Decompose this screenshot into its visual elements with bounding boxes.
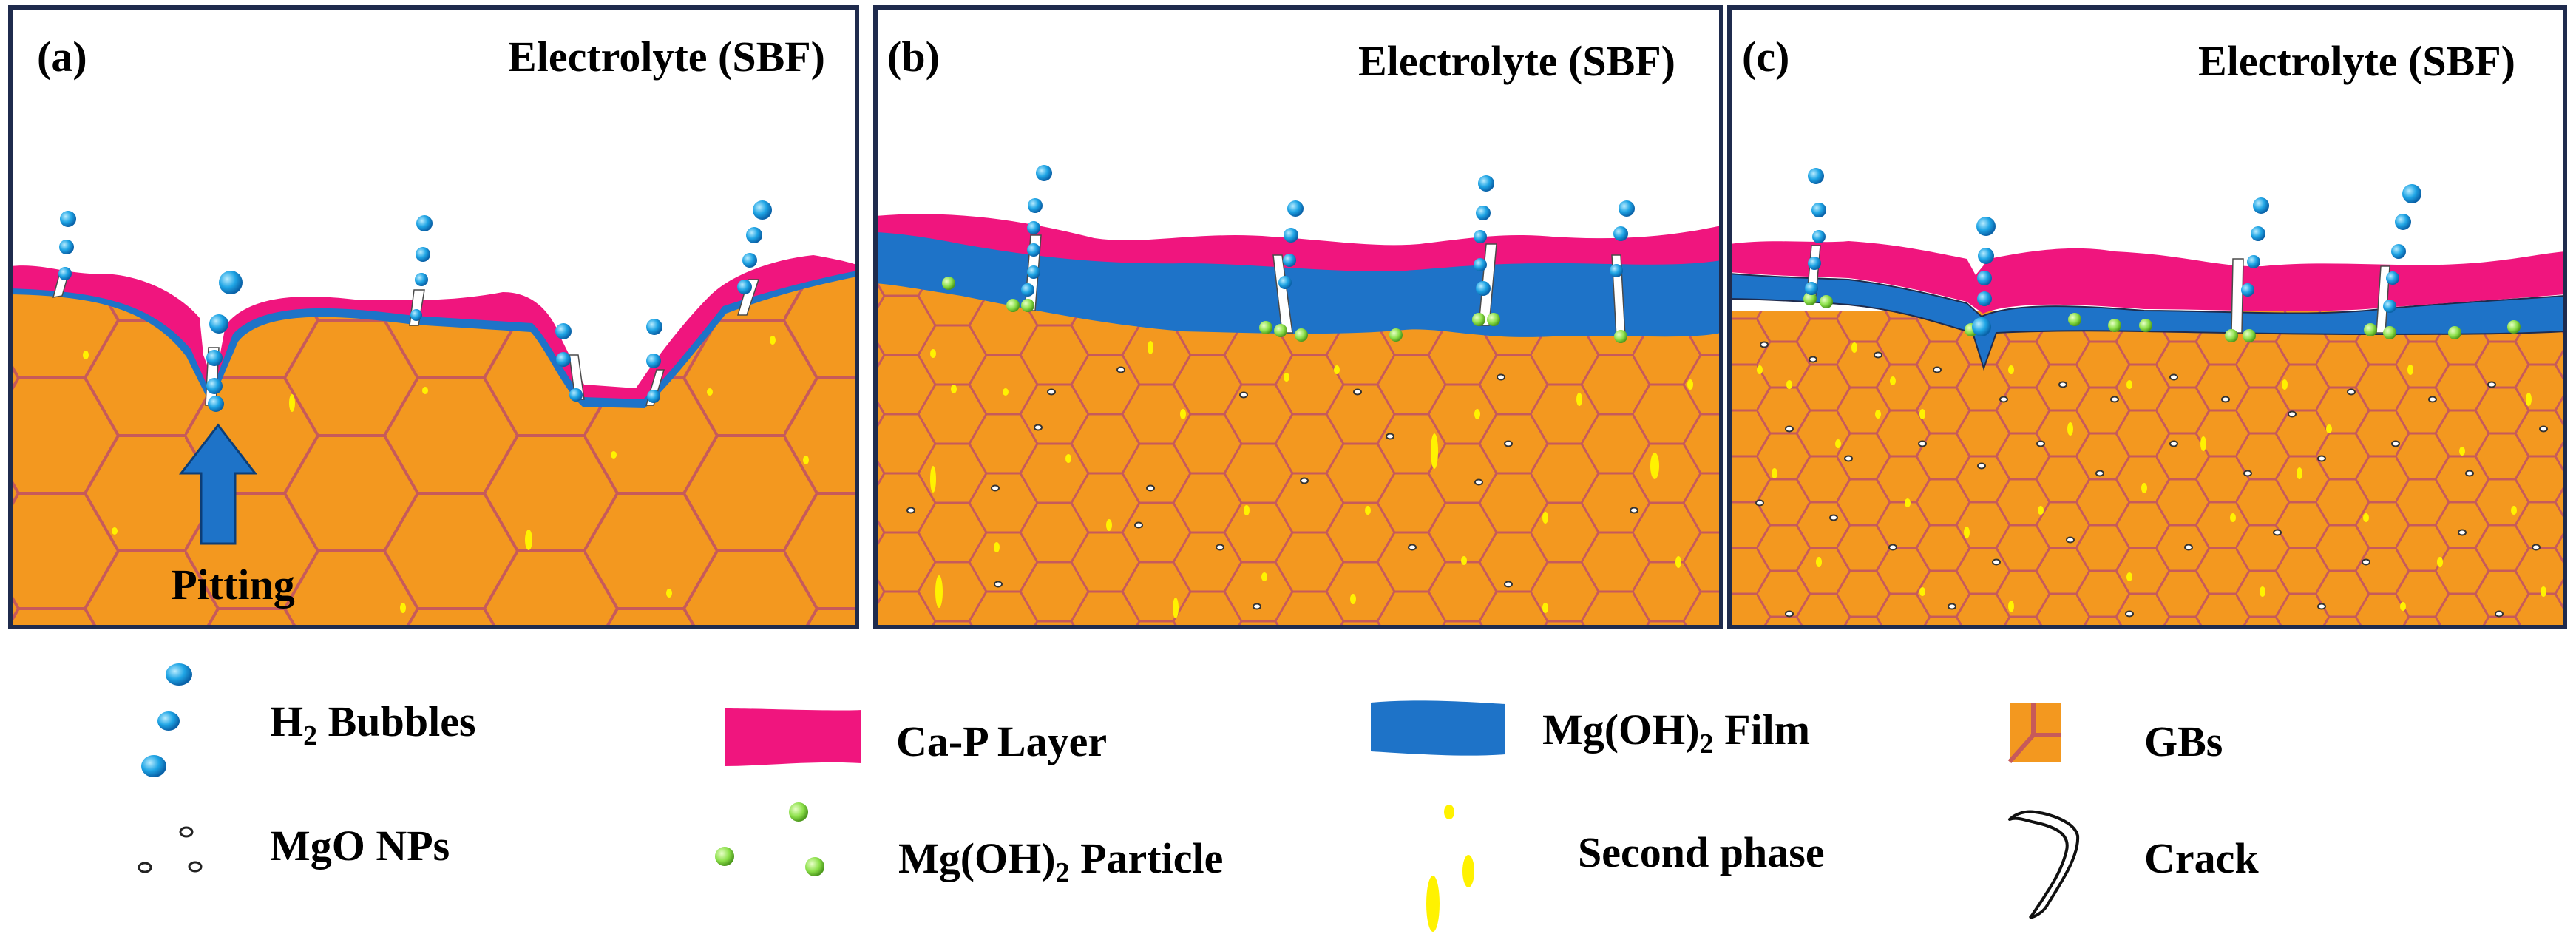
film-swatch xyxy=(1371,700,1505,756)
h2-bubbles-a xyxy=(58,200,772,412)
legend-gbs: GBs xyxy=(2007,703,2223,765)
cap-swatch xyxy=(725,708,861,766)
legend-crack: Crack xyxy=(2008,810,2259,919)
legend-h2-label: H2 Bubbles xyxy=(270,697,476,751)
pitting-label: Pitting xyxy=(171,561,295,609)
panel-c-electrolyte-label: Electrolyte (SBF) xyxy=(2198,37,2515,85)
legend-film-label: Mg(OH)2 Film xyxy=(1542,706,1810,760)
legend: H2 Bubbles Ca-P Layer Mg(OH)2 Film GBs M… xyxy=(138,663,2259,932)
panel-a: (a) Electrolyte (SBF) Pitting xyxy=(8,5,859,629)
legend-second-phase: Second phase xyxy=(1426,805,1825,932)
second-phase-group xyxy=(930,341,1693,618)
legend-gbs-label: GBs xyxy=(2144,717,2223,765)
panel-a-frame xyxy=(8,5,859,629)
h2-bubbles-b xyxy=(1021,165,1635,297)
second-phase-icon xyxy=(1426,805,1474,932)
cap-layer xyxy=(10,255,857,399)
legend-mgo-nps: MgO NPs xyxy=(138,822,450,873)
panel-b-electrolyte-label: Electrolyte (SBF) xyxy=(1358,37,1675,85)
panel-b-frame xyxy=(873,5,1723,629)
panel-c-letter: (c) xyxy=(1742,33,1789,81)
cap-layer xyxy=(875,214,1721,271)
panel-c: (c) Electrolyte (SBF) xyxy=(1727,5,2567,629)
legend-cap-label: Ca-P Layer xyxy=(896,717,1107,765)
mgoh2-particles-b xyxy=(942,277,1627,343)
mgoh2-film-layer xyxy=(875,229,1721,337)
h2-bubbles-c xyxy=(1805,168,2421,336)
bubble-icon xyxy=(141,663,192,777)
legend-mgoh2-particle: Mg(OH)2 Particle xyxy=(715,802,1223,888)
cap-layer xyxy=(1729,241,2565,314)
legend-particle-label: Mg(OH)2 Particle xyxy=(898,834,1223,888)
mgoh2-particles-c xyxy=(1803,292,2521,342)
mgo-nps-c xyxy=(1755,341,2548,618)
legend-h2-bubbles: H2 Bubbles xyxy=(141,663,476,777)
legend-mgo-label: MgO NPs xyxy=(270,822,450,870)
second-phase-group xyxy=(1757,342,2546,612)
panel-a-letter: (a) xyxy=(37,33,87,81)
panel-b: (b) Electrolyte (SBF) xyxy=(873,5,1723,629)
pitting-arrow xyxy=(178,423,258,545)
panel-a-electrolyte-label: Electrolyte (SBF) xyxy=(508,33,825,81)
crack-icon xyxy=(2008,810,2080,919)
legend-second-phase-label: Second phase xyxy=(1578,828,1825,876)
panel-b-letter: (b) xyxy=(887,33,940,81)
panel-c-frame xyxy=(1727,5,2567,629)
legend-mgoh2-film: Mg(OH)2 Film xyxy=(1371,700,1810,760)
particle-icon xyxy=(715,802,824,876)
legend-cap-layer: Ca-P Layer xyxy=(725,708,1107,766)
second-phase-group xyxy=(83,336,809,613)
nps-icon xyxy=(138,826,203,873)
gb-junction-icon xyxy=(2007,703,2061,763)
mgo-nps-b xyxy=(906,366,1638,610)
mgoh2-film-layer xyxy=(10,268,857,408)
legend-crack-label: Crack xyxy=(2144,834,2259,882)
